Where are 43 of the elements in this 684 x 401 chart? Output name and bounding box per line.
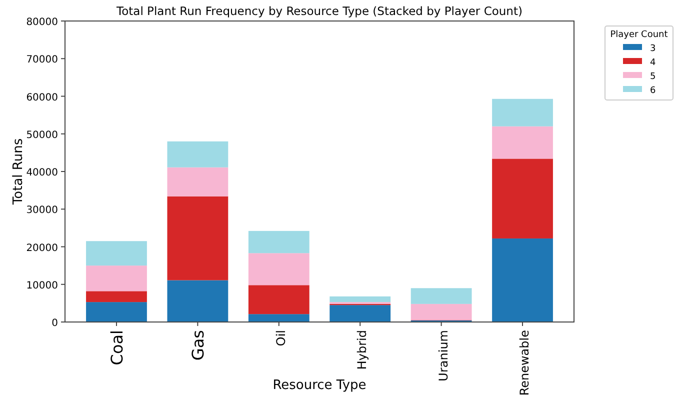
bar	[248, 230, 310, 254]
bar	[410, 288, 472, 304]
legend-label: 5	[650, 72, 656, 82]
y-tick-label: 30000	[26, 205, 58, 216]
bar	[86, 291, 147, 302]
y-axis-title: Total Runs	[11, 138, 26, 206]
legend-label: 4	[650, 58, 656, 68]
bar	[492, 238, 553, 322]
bar	[86, 302, 147, 322]
y-tick-label: 60000	[26, 92, 58, 104]
bar	[86, 266, 147, 292]
x-axis-title: Resource Type	[272, 378, 366, 393]
y-tick-label: 0	[52, 318, 58, 329]
bar	[248, 253, 310, 286]
x-tick-label: Coal	[107, 330, 126, 366]
chart-title: Total Plant Run Frequency by Resource Type (Stacked by Player Count)	[116, 4, 522, 18]
bar	[330, 296, 391, 302]
x-tick-label: Gas	[188, 330, 208, 361]
legend-label: 3	[650, 44, 656, 54]
y-tick-label: 20000	[26, 242, 58, 254]
x-tick-label: Hybrid	[355, 330, 370, 370]
x-tick-label: Uranium	[436, 330, 450, 382]
x-tick-label: Oil	[274, 330, 288, 346]
bar	[330, 305, 391, 322]
y-tick-label: 50000	[26, 130, 58, 141]
bar	[410, 304, 472, 320]
legend-label: 6	[650, 86, 656, 96]
bar	[86, 241, 147, 266]
bar	[492, 158, 553, 238]
y-tick-label: 40000	[26, 168, 58, 178]
bar	[167, 280, 228, 322]
bar	[167, 141, 228, 168]
bar	[248, 314, 310, 322]
bar	[492, 126, 553, 159]
y-tick-label: 70000	[26, 54, 58, 66]
bar	[248, 285, 310, 314]
bar	[492, 98, 553, 126]
y-tick-label: 80000	[26, 17, 58, 28]
y-tick-label: 10000	[26, 280, 58, 292]
bar	[167, 167, 228, 196]
legend-title: Player Count	[610, 30, 668, 40]
x-tick-label: Renewable	[518, 330, 532, 396]
bar	[167, 196, 228, 280]
